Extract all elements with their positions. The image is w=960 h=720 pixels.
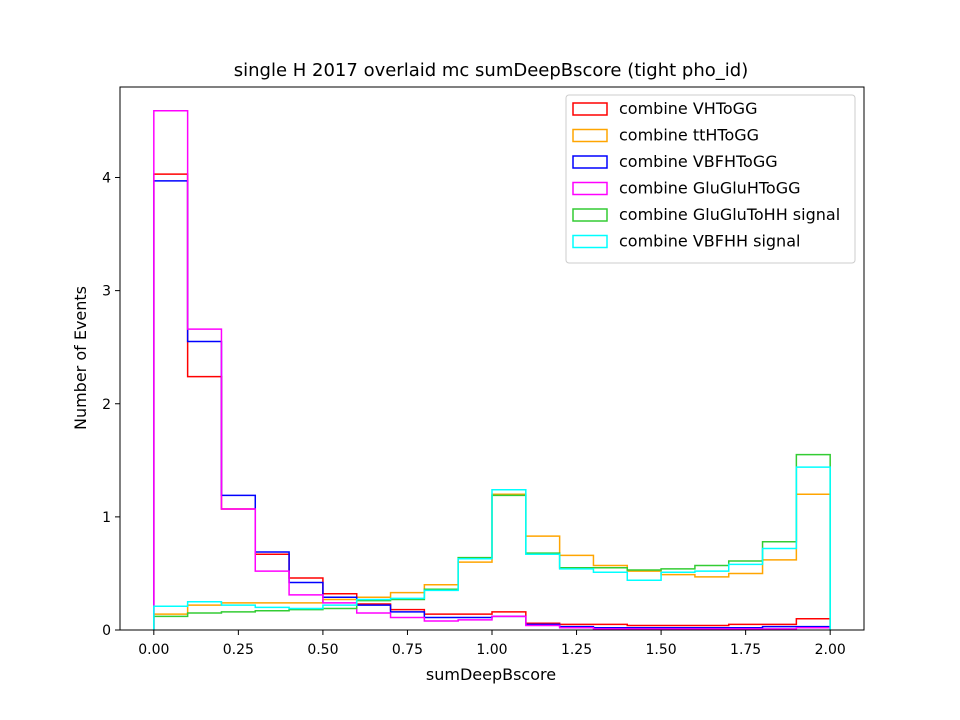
x-axis-label: sumDeepBscore [426,665,556,684]
y-tick-label: 3 [102,284,111,300]
y-tick-label: 4 [102,171,111,187]
legend-label: combine VHToGG [619,99,757,118]
legend: combine VHToGG combine ttHToGG combine VBF… [565,94,856,264]
legend-swatch [572,234,608,249]
legend-label: combine VBFHH signal [619,232,800,251]
legend-swatch [572,181,608,196]
x-tick-label: 1.25 [561,642,592,658]
y-axis-label: Number of Events [71,286,90,430]
legend-swatch [572,128,608,143]
legend-box [565,94,856,264]
series-line-4 [153,110,831,630]
x-tick-label: 1.00 [476,642,507,658]
series-line-2 [153,493,831,630]
y-tick-label: 1 [102,510,111,526]
legend-swatch [572,208,608,222]
legend-label: combine ttHToGG [619,126,759,145]
series-line-3 [153,180,831,630]
legend-label: combine GluGluHToGG [619,179,800,198]
legend-swatch [572,102,608,116]
x-tick-label: 1.50 [646,642,677,658]
x-tick-label: 0.75 [392,642,423,658]
x-tick-label: 0.50 [307,642,338,658]
series-line-6 [153,466,831,630]
x-tick-label: 0.00 [138,642,169,658]
x-tick-label: 0.25 [223,642,254,658]
legend-swatch [572,155,608,169]
y-tick-label: 2 [102,397,111,413]
x-tick-label: 2.00 [815,642,846,658]
x-tick-label: 1.75 [730,642,761,658]
legend-label: combine VBFHToGG [619,152,778,171]
y-tick-label: 0 [102,623,111,639]
legend-label: combine GluGluToHH signal [619,205,840,224]
chart-title: single H 2017 overlaid mc sumDeepBscore … [234,60,748,81]
